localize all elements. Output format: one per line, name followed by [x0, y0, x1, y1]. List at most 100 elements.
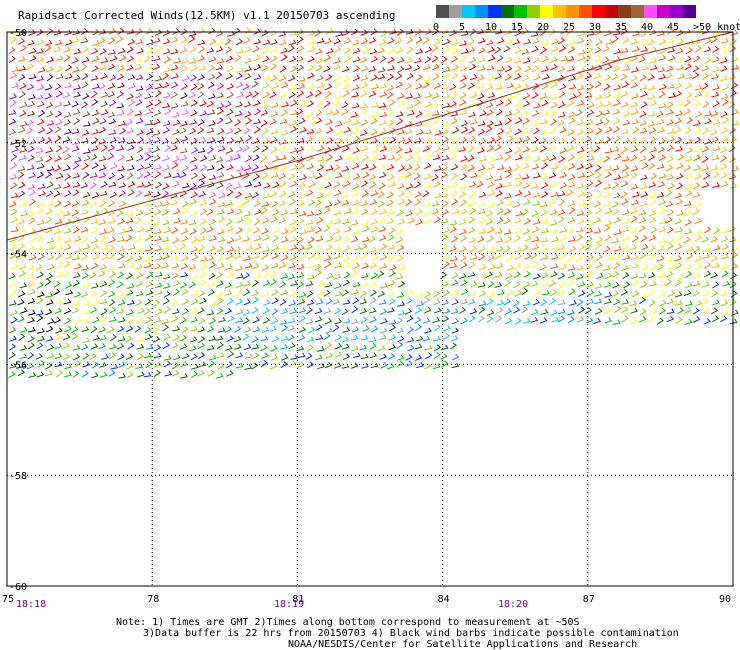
wind-barb — [495, 182, 504, 190]
wind-barb — [602, 265, 611, 271]
wind-barb — [243, 101, 252, 108]
wind-barb — [197, 91, 205, 99]
wind-barb — [404, 82, 413, 90]
wind-barb — [335, 155, 343, 162]
wind-barb — [36, 75, 44, 82]
wind-barb — [244, 353, 253, 359]
wind-barb — [298, 76, 306, 82]
wind-barb — [560, 27, 568, 35]
wind-barb — [360, 65, 369, 72]
wind-barb — [414, 324, 423, 331]
wind-barb — [586, 128, 594, 135]
wind-barb — [17, 299, 25, 306]
wind-barb — [198, 191, 207, 198]
wind-barb — [243, 57, 252, 64]
wind-barb — [316, 82, 325, 89]
wind-barb — [315, 172, 323, 180]
wind-barb — [107, 63, 116, 71]
wind-barb — [612, 108, 621, 115]
wind-barb — [308, 118, 316, 125]
wind-barb — [198, 335, 206, 343]
wind-barb — [152, 219, 161, 226]
wind-barb — [557, 272, 566, 280]
wind-barb — [325, 327, 333, 334]
wind-barb — [54, 343, 63, 350]
wind-barb — [27, 183, 36, 190]
wind-barb — [478, 315, 486, 323]
wind-barb — [243, 73, 252, 80]
wind-barb — [280, 47, 289, 54]
wind-barb — [72, 272, 81, 279]
wind-barb — [81, 199, 90, 206]
wind-barb — [557, 66, 566, 73]
wind-barb — [119, 54, 127, 62]
wind-barb — [568, 111, 576, 118]
wind-barb — [557, 308, 566, 315]
wind-barb — [503, 245, 511, 253]
wind-barb — [594, 55, 602, 62]
wind-barb — [603, 155, 611, 163]
wind-barb — [72, 139, 81, 145]
wind-barb — [44, 278, 52, 287]
wind-barb — [253, 118, 261, 125]
wind-barb — [522, 300, 531, 307]
wind-barb — [350, 270, 358, 278]
wind-barb — [531, 92, 539, 99]
wind-barb — [269, 325, 277, 333]
wind-barb — [260, 109, 269, 116]
wind-barb — [576, 234, 584, 242]
wind-barb — [431, 200, 440, 207]
wind-barb — [90, 154, 98, 161]
wind-barb — [19, 110, 27, 117]
wind-barb — [677, 73, 686, 80]
wind-barb — [296, 361, 305, 368]
wind-barb — [208, 191, 217, 199]
wind-barb — [226, 208, 235, 215]
wind-barb — [584, 92, 593, 99]
wind-barb — [522, 317, 531, 324]
wind-barb — [523, 198, 531, 206]
wind-barb — [459, 273, 467, 280]
wind-barb — [730, 263, 738, 270]
wind-barb — [46, 244, 55, 251]
scale-label: 35 — [615, 22, 628, 33]
scale-swatch — [540, 5, 553, 18]
wind-barb — [98, 37, 106, 45]
wind-barb — [425, 352, 433, 360]
wind-barb — [469, 91, 478, 98]
wind-barb — [153, 191, 161, 198]
wind-barb — [262, 193, 271, 199]
wind-barb — [684, 127, 692, 135]
wind-barb — [55, 208, 64, 216]
wind-barb — [370, 74, 378, 82]
wind-barb — [225, 117, 233, 125]
wind-barb — [433, 180, 441, 188]
wind-barb — [576, 119, 585, 126]
wind-barb — [623, 281, 631, 289]
wind-barb — [17, 218, 26, 225]
wind-barb — [361, 37, 369, 45]
wind-barb — [118, 120, 126, 127]
wind-barb — [98, 172, 107, 179]
wind-barb — [629, 244, 638, 251]
wind-barb — [235, 265, 243, 271]
wind-barb — [370, 362, 379, 369]
wind-barb — [631, 67, 639, 73]
wind-barb — [477, 37, 486, 44]
wind-barb — [225, 147, 234, 154]
wind-barb — [53, 190, 61, 198]
wind-barb — [524, 190, 532, 198]
wind-barb — [441, 84, 449, 91]
wind-barb — [351, 92, 360, 98]
wind-barb — [190, 246, 199, 253]
wind-barb — [172, 155, 180, 163]
wind-barb — [667, 136, 675, 143]
wind-barb — [514, 217, 522, 224]
wind-barb — [414, 343, 423, 350]
wind-barb — [710, 128, 718, 136]
wind-barb — [81, 344, 89, 351]
wind-barb — [729, 183, 738, 189]
note-line-3: NOAA/NESDIS/Center for Satellite Applica… — [288, 639, 638, 650]
wind-barb — [163, 120, 171, 127]
wind-barb — [521, 288, 529, 296]
